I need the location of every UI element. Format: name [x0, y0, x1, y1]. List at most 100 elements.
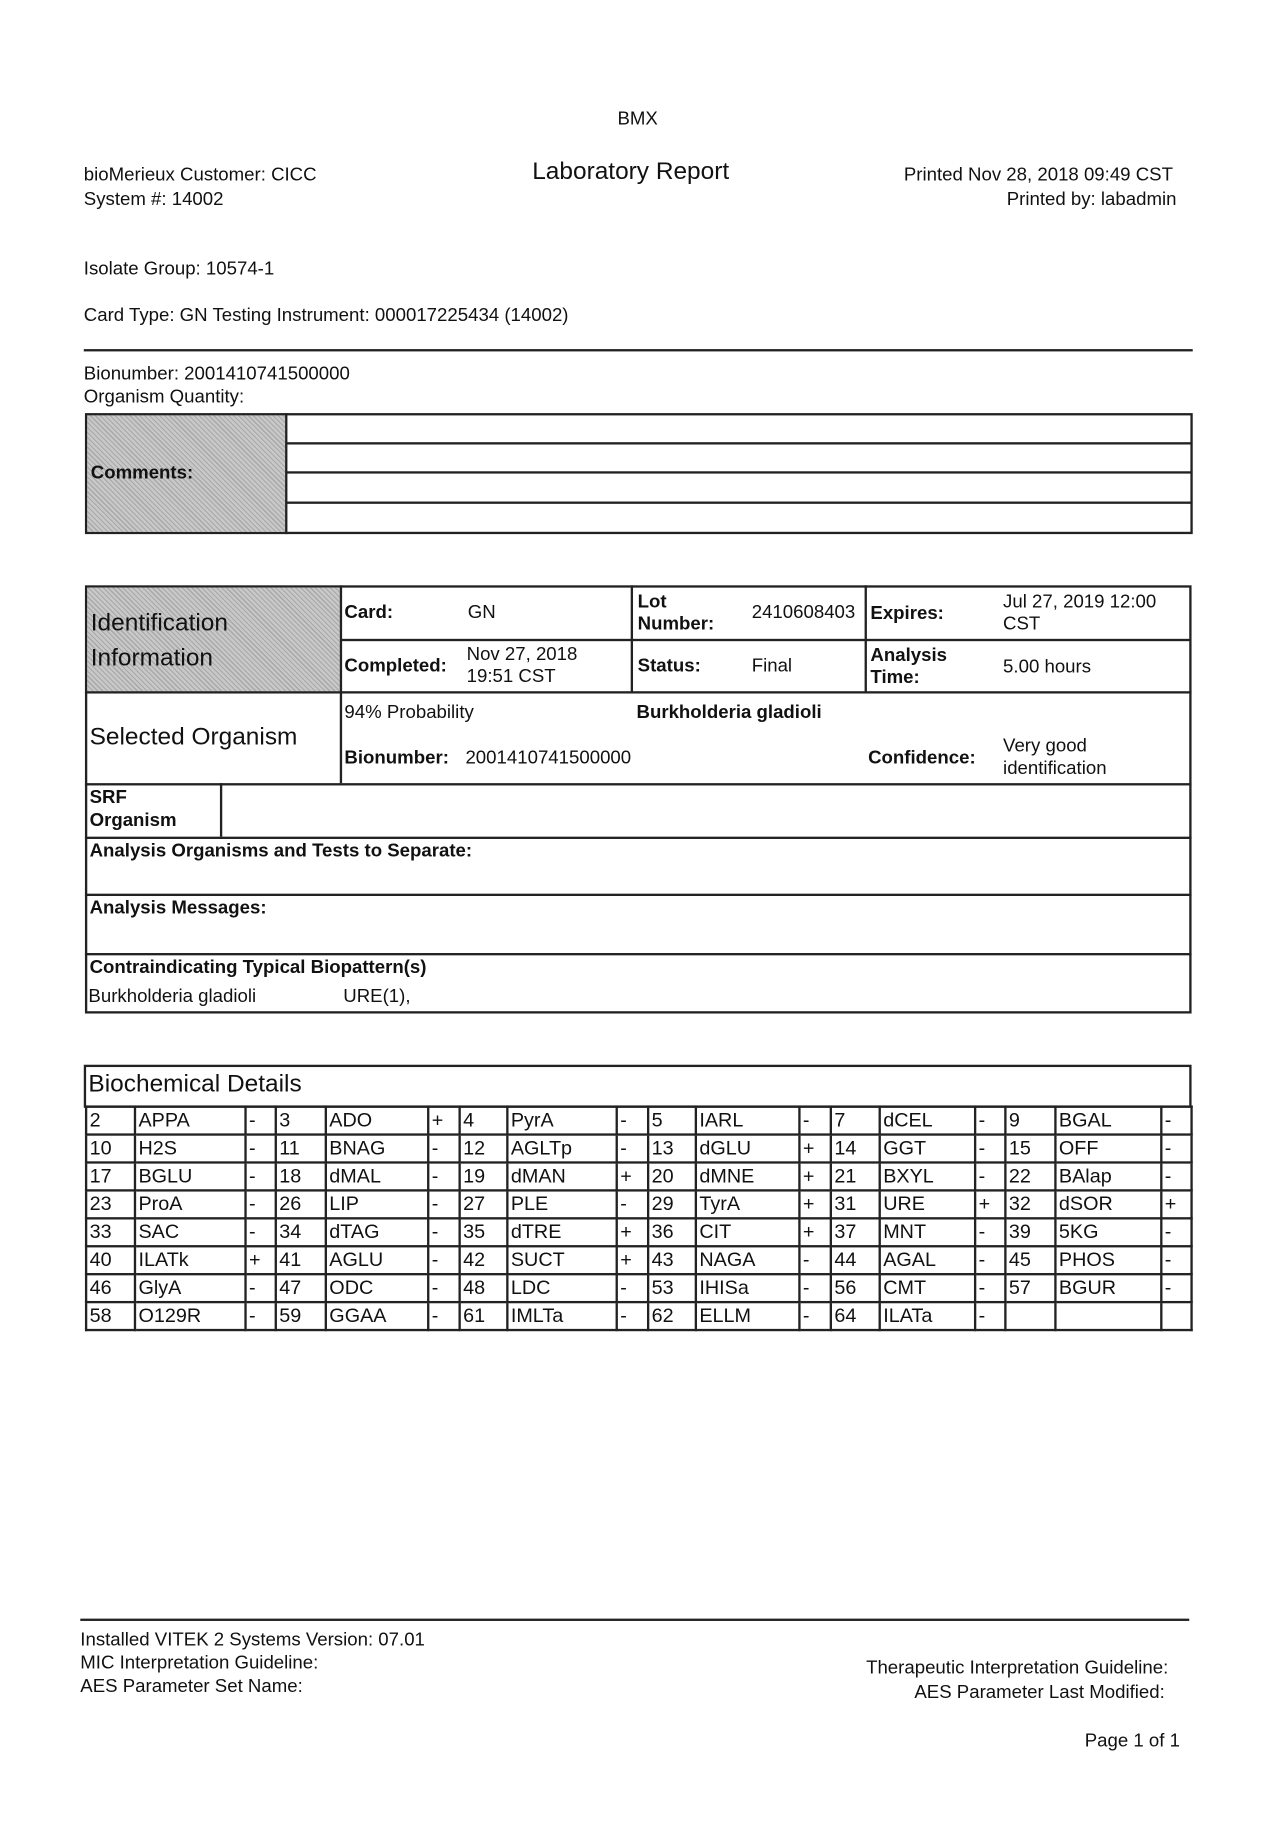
test-result: - — [615, 1133, 650, 1164]
test-number: 35 — [458, 1217, 509, 1248]
test-name: GGAA — [324, 1300, 430, 1332]
divider — [286, 442, 1192, 445]
test-result: - — [244, 1217, 277, 1248]
test-result: + — [615, 1161, 650, 1192]
divider — [286, 501, 1192, 504]
test-number: 12 — [458, 1133, 509, 1164]
test-result: - — [1160, 1217, 1193, 1248]
card-label: Card: — [344, 602, 394, 623]
table-row: 23 ProA -26 LIP -27 PLE -29 TyrA +31 URE +32 dSOR + — [84, 1189, 1193, 1220]
test-number: 27 — [458, 1189, 509, 1220]
bionumber-label: Bionumber: — [344, 748, 449, 769]
test-result: - — [427, 1189, 461, 1220]
test-result: + — [798, 1189, 833, 1220]
test-result: - — [973, 1161, 1007, 1192]
test-result: + — [244, 1245, 277, 1276]
test-result: + — [798, 1133, 833, 1164]
divider — [339, 585, 343, 784]
test-number: 22 — [1004, 1161, 1057, 1192]
test-result: - — [615, 1189, 650, 1220]
test-result: - — [427, 1133, 461, 1164]
contraindicating-label: Contraindicating Typical Biopattern(s) — [89, 957, 427, 978]
divider — [630, 585, 634, 693]
system-name: BMX — [617, 109, 658, 130]
test-name: AGLTp — [506, 1133, 618, 1164]
test-result: - — [798, 1245, 833, 1276]
test-result: + — [973, 1189, 1007, 1220]
identification-box — [84, 585, 1192, 1014]
test-name: IHISa — [694, 1273, 801, 1304]
customer: bioMerieux Customer: CICC — [83, 165, 317, 186]
test-number — [1004, 1300, 1057, 1332]
table-row: 10 H2S -11 BNAG -12 AGLTp -13 dGLU +14 GGT -15 OFF - — [84, 1133, 1193, 1164]
divider — [84, 691, 1192, 694]
test-name: dCEL — [878, 1105, 977, 1136]
analysis-organisms-label: Analysis Organisms and Tests to Separate… — [89, 841, 473, 862]
biochemical-table: 2 APPA -3 ADO +4 PyrA -5 IARL -7 dCEL -9 BGAL -10 H2S… — [84, 1105, 1193, 1332]
test-name: CMT — [878, 1273, 977, 1304]
test-number: 23 — [84, 1189, 137, 1220]
test-result: - — [798, 1105, 833, 1136]
test-result: - — [798, 1300, 833, 1332]
test-name: LIP — [324, 1189, 430, 1220]
test-name: ODC — [324, 1273, 430, 1304]
test-name: PHOS — [1054, 1245, 1163, 1276]
test-name: ILATk — [133, 1245, 247, 1276]
selected-organism-label: Selected Organism — [89, 723, 298, 751]
table-row: 46 GlyA -47 ODC -48 LDC -53 IHISa -56 CMT -57 BGUR - — [84, 1273, 1193, 1304]
test-name: BNAG — [324, 1133, 430, 1164]
test-name: OFF — [1054, 1133, 1163, 1164]
test-number: 34 — [274, 1217, 327, 1248]
test-number: 46 — [84, 1273, 137, 1304]
test-name: IARL — [694, 1105, 801, 1136]
test-name: dMAL — [324, 1161, 430, 1192]
test-number: 47 — [274, 1273, 327, 1304]
table-row: 17 BGLU -18 dMAL -19 dMAN +20 dMNE +21 BXYL -22 BAl… — [84, 1161, 1193, 1192]
test-number: 15 — [1004, 1133, 1057, 1164]
system-number: System #: 14002 — [83, 189, 224, 210]
test-name: ADO — [324, 1105, 430, 1136]
test-number: 10 — [84, 1133, 137, 1164]
test-number: 31 — [829, 1189, 881, 1220]
test-name: BGLU — [133, 1161, 247, 1192]
test-result: - — [973, 1300, 1007, 1332]
lot-label: Lot Number: — [637, 592, 715, 635]
probability: 94% Probability — [344, 702, 474, 723]
divider — [84, 953, 1192, 956]
test-number: 62 — [646, 1300, 698, 1332]
table-row: 58 O129R -59 GGAA -61 IMLTa -62 ELLM -64 ILATa - — [84, 1300, 1193, 1332]
expires-value: Jul 27, 2019 12:00 CST — [1003, 592, 1157, 635]
test-number: 18 — [274, 1161, 327, 1192]
confidence-label: Confidence: — [868, 748, 976, 769]
test-result: - — [1160, 1133, 1193, 1164]
test-number: 4 — [458, 1105, 509, 1136]
table-row: 40 ILATk +41 AGLU -42 SUCT +43 NAGA -44 AGAL -45 PH… — [84, 1245, 1193, 1276]
divider — [864, 585, 867, 693]
test-number: 19 — [458, 1161, 509, 1192]
test-name — [1054, 1300, 1163, 1332]
test-result: - — [1160, 1105, 1193, 1136]
identification-label: Identification Information — [87, 587, 340, 692]
test-name: ProA — [133, 1189, 247, 1220]
test-name: SAC — [133, 1217, 247, 1248]
test-number: 39 — [1004, 1217, 1057, 1248]
test-name: dTAG — [324, 1217, 430, 1248]
test-name: GlyA — [133, 1273, 247, 1304]
test-name: LDC — [506, 1273, 618, 1304]
test-result: + — [798, 1217, 833, 1248]
confidence-value: Very good identification — [1003, 736, 1107, 779]
test-name: PLE — [506, 1189, 618, 1220]
test-result: - — [244, 1189, 277, 1220]
test-result: + — [1160, 1189, 1193, 1220]
test-name: SUCT — [506, 1245, 618, 1276]
test-number: 29 — [646, 1189, 698, 1220]
contraindicating-tests: URE(1), — [343, 986, 411, 1007]
comments-box — [84, 413, 1193, 535]
test-result: - — [427, 1217, 461, 1248]
divider — [84, 836, 1192, 839]
divider — [219, 783, 223, 837]
divider — [340, 638, 1191, 642]
test-number: 57 — [1004, 1273, 1057, 1304]
test-number: 2 — [84, 1105, 137, 1136]
test-result: - — [615, 1105, 650, 1136]
